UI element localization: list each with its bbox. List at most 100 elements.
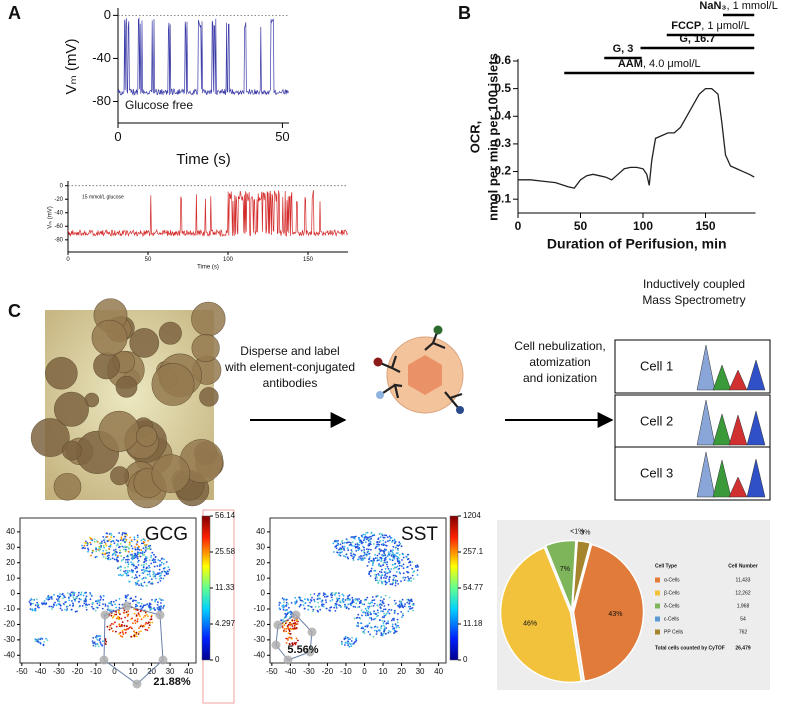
x-axis-label: Duration of Perifusion, min (547, 236, 727, 252)
y-tick-label: 0.1 (494, 191, 511, 205)
tsne-point (66, 608, 69, 610)
tsne-point (142, 566, 145, 569)
tsne-point (136, 620, 139, 623)
tsne-point (146, 573, 149, 576)
tsne-point (59, 593, 61, 595)
tsne-point (68, 599, 71, 602)
tsne-point (154, 558, 156, 561)
tsne-point (388, 612, 391, 615)
tsne-point (127, 550, 130, 553)
tsne-point (339, 543, 342, 546)
tsne-point (369, 541, 372, 543)
tsne-point (89, 536, 91, 539)
tsne-point (39, 638, 42, 641)
tsne-point (396, 618, 399, 621)
tsne-point (141, 552, 144, 555)
tsne-point (410, 607, 412, 610)
tsne-point (39, 642, 42, 645)
tsne-point (150, 556, 152, 559)
x-tick-label: -30 (303, 667, 315, 676)
tsne-point (34, 609, 37, 612)
tsne-point (153, 565, 156, 568)
tsne-point (55, 604, 58, 607)
gate-handle (155, 610, 165, 620)
tsne-point (94, 556, 97, 559)
tsne-point (100, 546, 102, 549)
tsne-point (98, 601, 101, 604)
tsne-point (145, 557, 148, 560)
tsne-point (357, 606, 359, 609)
tsne-point (370, 537, 372, 540)
tsne-point (168, 568, 171, 571)
tsne-point (347, 644, 350, 647)
tsne-point (146, 570, 149, 573)
tsne-point (112, 623, 115, 625)
tsne-point (119, 613, 121, 615)
tsne-point (137, 545, 140, 548)
tsne-point (105, 640, 108, 643)
tsne-point (127, 594, 129, 596)
tsne-point (136, 618, 139, 620)
tsne-point (406, 570, 408, 573)
tsne-point (157, 572, 159, 575)
tsne-point (126, 615, 129, 617)
tsne-point (368, 622, 371, 625)
tsne-point (122, 538, 125, 541)
tsne-point (363, 628, 366, 631)
tsne-point (134, 552, 137, 555)
tsne-point (346, 597, 349, 600)
tsne-point (45, 602, 48, 604)
tsne-point (135, 583, 138, 586)
tsne-point (119, 539, 122, 541)
tsne-point (153, 572, 156, 575)
tsne-point (107, 605, 109, 607)
tsne-point (286, 612, 289, 615)
tsne-point (96, 638, 99, 641)
tsne-point (317, 610, 319, 613)
tsne-point (101, 553, 104, 556)
tsne-point (126, 574, 128, 577)
tsne-point (346, 541, 349, 544)
tsne-point (387, 622, 390, 625)
tsne-point (329, 606, 332, 609)
tsne-point (331, 591, 334, 594)
tsne-point (363, 632, 366, 635)
tsne-point (143, 563, 145, 566)
tsne-point (137, 561, 139, 563)
tsne-point (67, 605, 69, 608)
tsne-point (142, 616, 145, 619)
tsne-point (314, 605, 317, 608)
tsne-point (126, 546, 129, 548)
tsne-point (152, 575, 155, 578)
tsne-point (347, 549, 350, 552)
tsne-point (352, 556, 355, 558)
x-tick-label: -10 (340, 667, 352, 676)
peak (696, 344, 716, 391)
tsne-point (132, 557, 135, 560)
tsne-point (368, 570, 371, 573)
tsne-point (360, 601, 362, 604)
tsne-point (147, 626, 150, 629)
step-text: Cell nebulization, (514, 339, 605, 353)
tsne-point (378, 544, 381, 546)
tsne-point (351, 601, 354, 604)
pie-slice (571, 539, 592, 611)
tsne-point (165, 561, 168, 563)
cell-label: Cell 3 (640, 465, 673, 480)
tsne-point (370, 548, 372, 551)
tsne-point (390, 619, 393, 622)
tsne-point (119, 573, 122, 576)
tsne-point (382, 562, 385, 564)
tsne-point (386, 572, 389, 574)
tsne-point (329, 600, 332, 602)
x-tick-label: 10 (129, 667, 138, 676)
tsne-point (388, 578, 390, 581)
tsne-point (383, 598, 385, 600)
tsne-point (121, 533, 124, 536)
tsne-point (134, 548, 137, 551)
x-tick-label: 40 (434, 667, 443, 676)
tsne-point (402, 572, 405, 575)
x-tick-label: -40 (285, 667, 297, 676)
tsne-point (359, 541, 361, 544)
tsne-point (344, 555, 347, 558)
